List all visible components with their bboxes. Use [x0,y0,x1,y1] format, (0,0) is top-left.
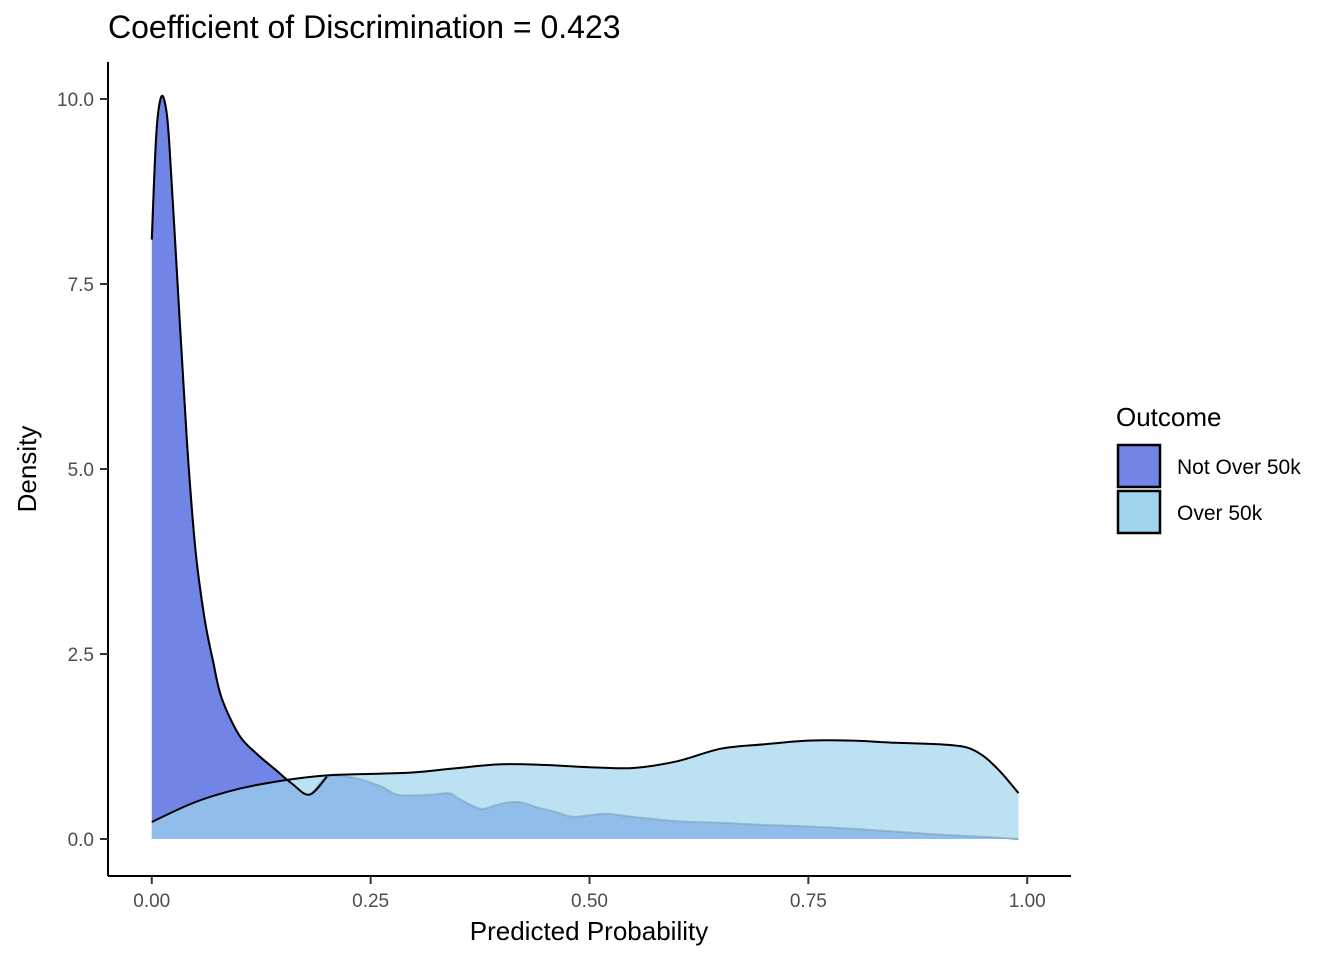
y-tick-label: 5.0 [68,460,94,481]
y-axis-title: Density [12,426,42,513]
density-line-upper-segment [150,94,328,796]
density-area-over-50k [151,740,1019,839]
x-tick-label: 0.25 [352,891,389,912]
plot-area [150,94,1020,840]
legend-label-over-50k: Over 50k [1177,502,1263,525]
y-tick-label: 7.5 [68,275,94,296]
legend-swatch-over-50k [1116,489,1162,535]
x-tick-label: 0.75 [790,891,827,912]
y-axis-ticks: 0.0 2.5 5.0 7.5 10.0 [57,90,108,851]
density-line-not-over-50k [150,94,1019,840]
x-tick-label: 0.50 [571,891,608,912]
legend-swatch-not-over-50k [1116,443,1162,489]
y-tick-label: 2.5 [68,645,94,666]
legend-items: Not Over 50k Over 50k [1116,443,1301,535]
x-axis-title: Predicted Probability [470,916,708,946]
x-tick-label: 0.00 [133,891,170,912]
density-area-not-over-50k [151,95,1019,839]
density-line-over-50k [151,739,1020,823]
legend: Outcome Not Over 50k Over 50k [1116,402,1301,535]
x-tick-label: 1.00 [1009,891,1046,912]
x-axis-ticks: 0.00 0.25 0.50 0.75 1.00 [133,876,1046,912]
chart-title: Coefficient of Discrimination = 0.423 [108,9,621,45]
y-tick-label: 0.0 [68,830,94,851]
legend-label-not-over-50k: Not Over 50k [1177,456,1301,479]
legend-title: Outcome [1116,402,1222,432]
y-tick-label: 10.0 [57,90,94,111]
